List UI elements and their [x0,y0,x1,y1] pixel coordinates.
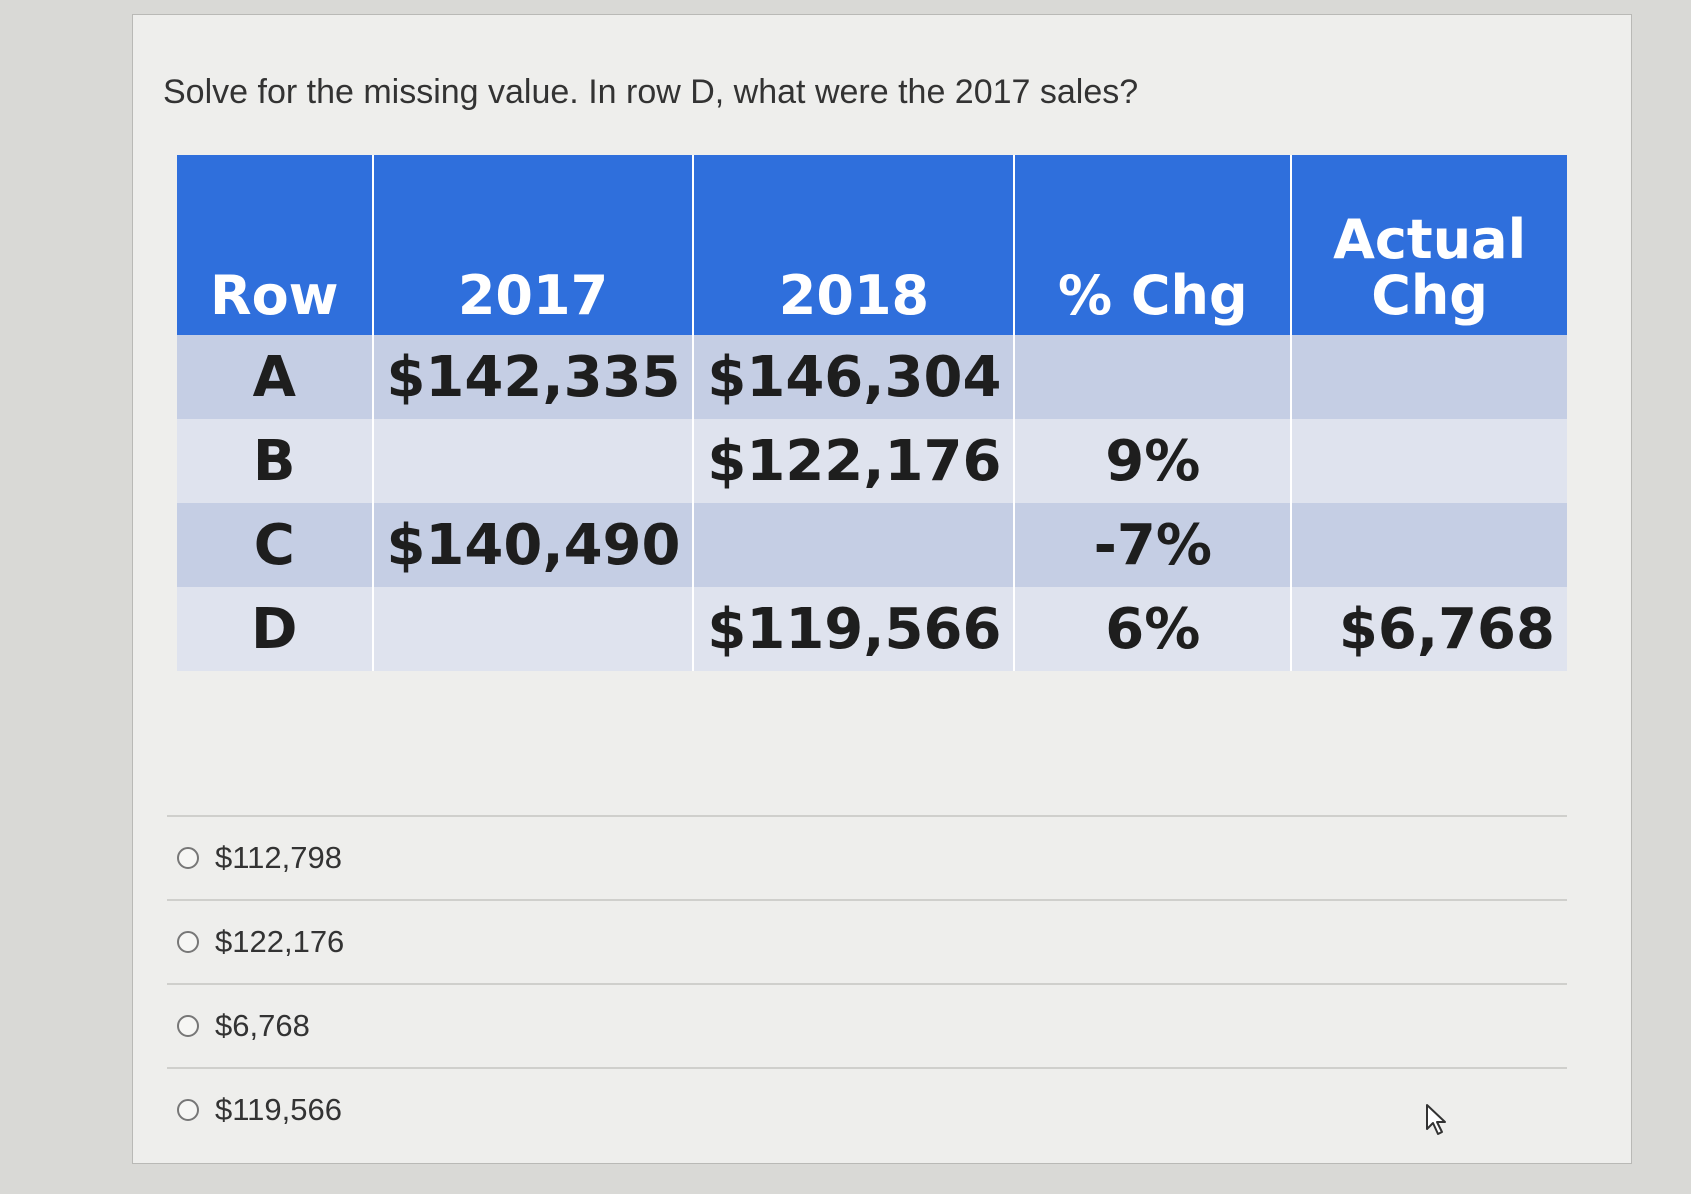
cell-2017 [372,419,695,503]
cell-2018: $122,176 [693,419,1016,503]
radio-button[interactable] [177,847,199,869]
table-header-row: Row 2017 2018 % Chg Actual Chg [177,155,1567,335]
cell-2017 [372,587,695,671]
answer-options: $112,798 $122,176 $6,768 $119,566 [167,815,1567,1151]
table-row-b: B $122,176 9% [177,419,1567,503]
sales-table: Row 2017 2018 % Chg Actual Chg A $142,33… [177,155,1567,671]
radio-button[interactable] [177,931,199,953]
table-row-a: A $142,335 $146,304 [177,335,1567,419]
header-pct-chg: % Chg [1014,155,1293,335]
table-row-d: D $119,566 6% $6,768 [177,587,1567,671]
option-label: $119,566 [215,1092,342,1127]
cell-2018 [693,503,1016,587]
cell-2018: $146,304 [693,335,1016,419]
cell-pct [1014,335,1293,419]
cell-actual: $6,768 [1291,587,1567,671]
option-label: $112,798 [215,840,342,875]
answer-option-1[interactable]: $112,798 [167,815,1567,899]
cell-2018: $119,566 [693,587,1016,671]
header-2018: 2018 [693,155,1016,335]
question-panel: Solve for the missing value. In row D, w… [132,14,1632,1164]
cell-pct: 6% [1014,587,1293,671]
cell-pct: -7% [1014,503,1293,587]
header-row: Row [177,155,374,335]
cell-2017: $140,490 [372,503,695,587]
cell-row: A [177,335,374,419]
cell-2017: $142,335 [372,335,695,419]
option-label: $6,768 [215,1008,310,1043]
cell-actual [1291,335,1567,419]
cell-row: D [177,587,374,671]
answer-option-4[interactable]: $119,566 [167,1067,1567,1151]
cell-pct: 9% [1014,419,1293,503]
answer-option-2[interactable]: $122,176 [167,899,1567,983]
header-actual-chg: Actual Chg [1291,155,1567,335]
cell-actual [1291,503,1567,587]
answer-option-3[interactable]: $6,768 [167,983,1567,1067]
question-text: Solve for the missing value. In row D, w… [163,73,1139,111]
radio-button[interactable] [177,1099,199,1121]
mouse-pointer-icon [1425,1103,1451,1142]
cell-row: B [177,419,374,503]
cell-actual [1291,419,1567,503]
cell-row: C [177,503,374,587]
table-row-c: C $140,490 -7% [177,503,1567,587]
header-2017: 2017 [372,155,695,335]
radio-button[interactable] [177,1015,199,1037]
option-label: $122,176 [215,924,345,959]
